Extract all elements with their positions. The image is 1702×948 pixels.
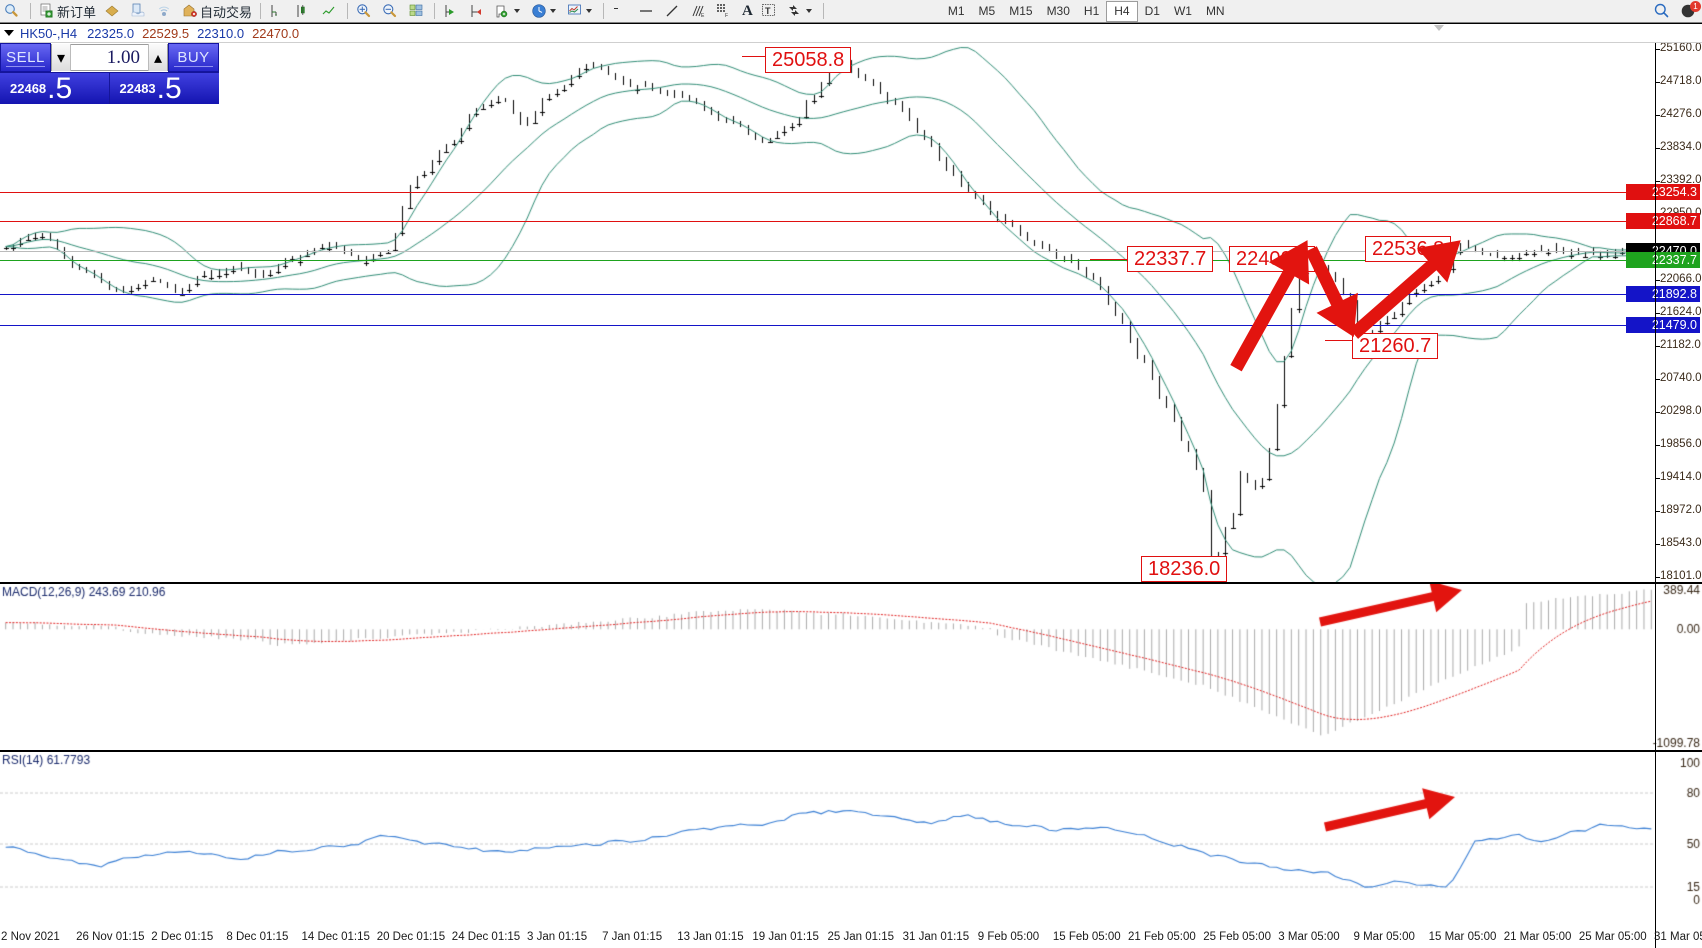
svg-text:E: E <box>701 13 705 19</box>
svg-text:T: T <box>765 6 771 16</box>
svg-text:F: F <box>725 13 728 19</box>
